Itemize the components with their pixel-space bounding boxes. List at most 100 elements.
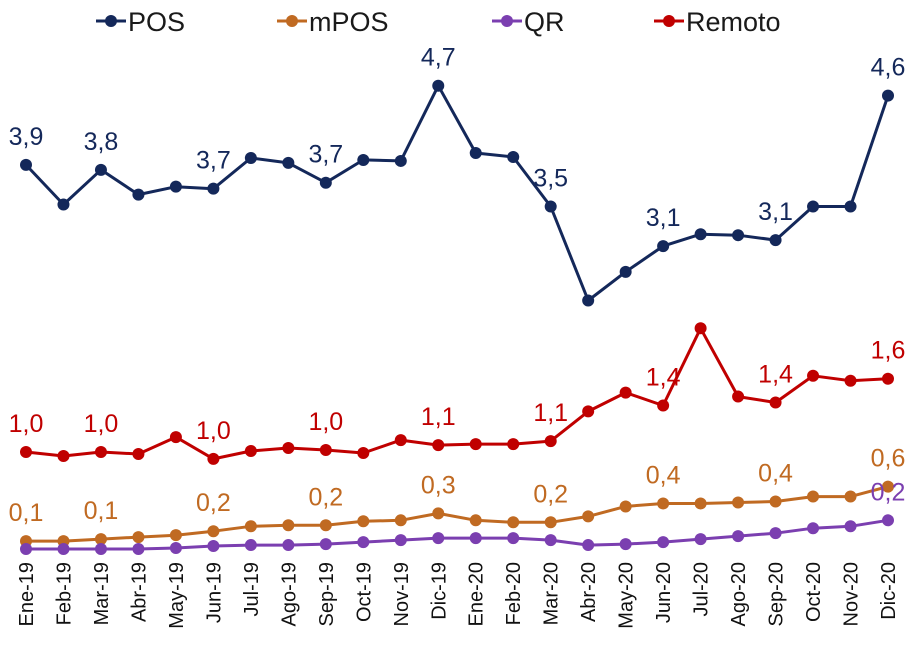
data-label-pos-dic-19: 4,7 [421,44,456,72]
data-label-pos-mar-19: 3,8 [84,128,119,156]
point-pos-ene-20 [469,147,482,160]
series-line-remoto [25,326,889,461]
point-qr-jul-19 [244,539,257,552]
point-remoto-jul-19 [244,445,257,458]
data-label-pos-sep-20: 3,1 [758,198,793,226]
point-qr-ago-20 [732,530,745,543]
legend-marker-mpos [286,15,298,27]
point-qr-ene-20 [469,532,482,545]
data-label-mpos-mar-20: 0,2 [533,480,568,508]
point-remoto-ene-20 [469,438,482,451]
point-qr-may-19 [169,542,182,555]
point-pos-dic-20 [882,89,894,102]
point-qr-feb-20 [507,532,520,545]
data-label-remoto-dic-19: 1,1 [421,403,456,431]
point-mpos-jun-20 [657,497,670,510]
point-mpos-mar-20 [544,516,557,529]
point-qr-ago-19 [282,539,295,552]
data-label-qr-dic-20: 0,2 [871,478,906,506]
point-pos-may-19 [169,180,182,193]
point-qr-mar-20 [544,534,557,547]
data-label-pos-dic-20: 4,6 [871,54,906,82]
point-mpos-may-20 [619,500,632,513]
point-mpos-ago-19 [282,519,295,532]
point-remoto-ago-20 [732,390,745,403]
point-mpos-nov-19 [394,514,407,527]
x-tick-label-jun-20: Jun-20 [653,562,675,623]
point-mpos-abr-19 [132,531,145,544]
legend-item-pos: POS [96,7,185,37]
data-label-pos-jun-20: 3,1 [646,204,681,232]
point-remoto-ago-19 [282,442,295,455]
point-qr-abr-20 [582,539,595,552]
point-remoto-mar-20 [544,435,557,448]
point-mpos-may-19 [169,529,182,542]
point-remoto-feb-19 [57,449,70,462]
point-qr-jun-20 [657,536,670,549]
point-remoto-jun-19 [207,452,220,465]
data-labels-layer: 3,9 3,8 3,7 3,7 4,7 3,5 3,1 3,1 4,6 0,1 0,1 0,2 0,2 0… [9,44,906,527]
point-pos-dic-19 [432,79,445,92]
point-pos-mar-19 [94,163,107,176]
x-tick-label-sep-20: Sep-20 [766,562,788,627]
point-remoto-dic-20 [882,372,894,385]
x-tick-label-dic-19: Dic-19 [428,562,450,620]
data-label-mpos-dic-19: 0,3 [421,471,456,499]
data-label-pos-ene-19: 3,9 [9,123,44,151]
data-label-remoto-ene-19: 1,0 [9,410,44,438]
legend-item-qr: QR [492,7,565,37]
point-qr-dic-19 [432,532,445,545]
point-mpos-mar-19 [94,533,107,546]
point-pos-oct-19 [357,153,370,166]
point-mpos-dic-19 [432,507,445,520]
point-pos-jul-20 [694,228,707,241]
point-mpos-oct-20 [807,490,820,503]
legend-label-qr: QR [524,7,565,37]
point-pos-abr-20 [582,294,595,307]
point-qr-feb-19 [57,543,70,556]
x-tick-label-jun-19: Jun-19 [203,562,225,623]
point-remoto-jun-20 [657,399,670,412]
point-pos-feb-19 [57,198,70,211]
x-tick-label-nov-19: Nov-19 [391,562,413,626]
x-tick-label-ago-19: Ago-19 [278,562,300,627]
data-label-remoto-mar-20: 1,1 [533,399,568,427]
data-label-mpos-ene-19: 0,1 [9,499,44,527]
legend: POS mPOS QR Remoto [96,7,781,37]
x-tick-label-oct-20: Oct-20 [803,562,825,622]
series-line-qr [26,518,889,551]
point-pos-jun-20 [657,240,670,253]
point-pos-ene-19 [20,158,32,171]
point-mpos-jul-20 [694,497,707,510]
point-qr-sep-20 [769,527,782,540]
data-label-pos-mar-20: 3,5 [533,164,568,192]
series-remoto [20,322,894,465]
point-mpos-oct-19 [357,515,370,528]
point-pos-mar-20 [544,200,557,213]
data-label-pos-sep-19: 3,7 [308,141,343,169]
point-pos-jul-19 [244,151,257,164]
point-qr-sep-19 [319,538,332,551]
series-layer [20,79,894,556]
data-label-remoto-jun-20: 1,4 [646,363,681,391]
data-label-remoto-dic-20: 1,6 [871,337,906,365]
point-pos-ago-19 [282,156,295,169]
point-pos-oct-20 [807,200,820,213]
point-mpos-nov-20 [844,490,857,503]
point-remoto-nov-19 [394,434,407,447]
data-label-mpos-sep-19: 0,2 [308,483,343,511]
legend-marker-remoto [663,15,675,27]
point-pos-sep-20 [769,234,782,247]
x-axis: Ene-19 Feb-19 Mar-19 Abr-19 May-19 Jun-19 Jul-… [16,562,900,629]
point-pos-sep-19 [319,176,332,189]
point-qr-ene-19 [20,543,32,556]
point-pos-nov-20 [844,200,857,213]
x-tick-label-nov-20: Nov-20 [841,562,863,626]
x-tick-label-jul-19: Jul-19 [241,562,263,616]
point-qr-jun-19 [207,540,220,553]
point-remoto-feb-20 [507,438,520,451]
legend-label-pos: POS [128,7,185,37]
legend-label-remoto: Remoto [686,7,781,37]
x-tick-label-ene-19: Ene-19 [16,562,38,627]
